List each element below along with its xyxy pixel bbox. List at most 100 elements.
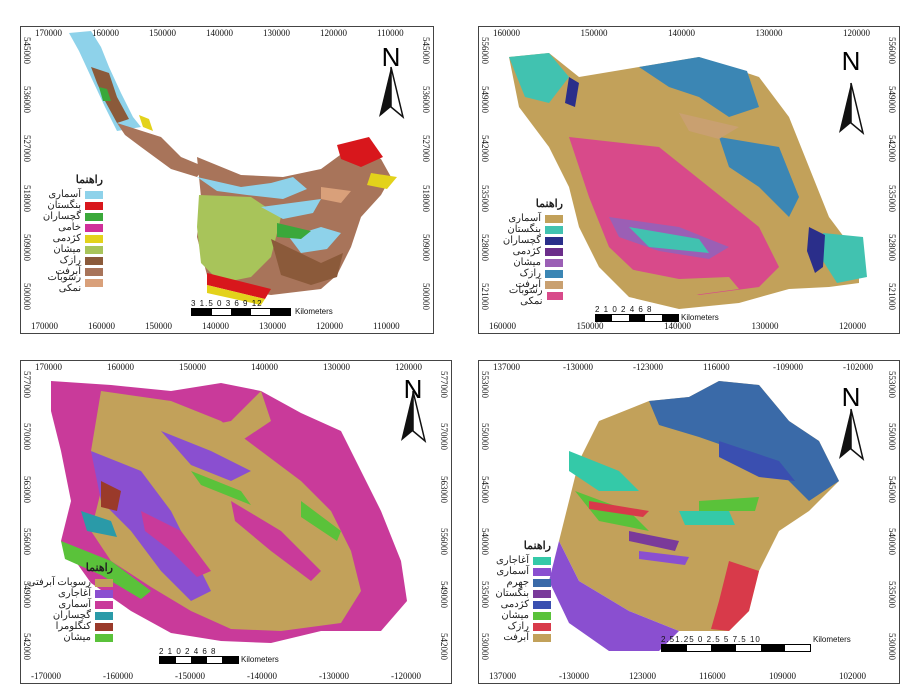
coordinate-label: 521000: [480, 283, 490, 310]
coordinate-label: -170000: [31, 671, 61, 681]
legend-title: راهنما: [523, 540, 551, 552]
legend-swatch: [85, 201, 103, 210]
legend-label: آبرفت: [55, 266, 81, 277]
legend-swatch: [545, 236, 563, 245]
north-arrow-icon: [839, 82, 865, 136]
legend-item: جهرم: [481, 577, 551, 588]
coordinate-label: 535000: [887, 184, 897, 212]
legend-item: میشان: [489, 257, 563, 268]
unit-razak: [91, 67, 129, 123]
north-label: N: [841, 46, 861, 76]
coordinate-label: 570000: [439, 423, 449, 451]
legend-title: راهنما: [75, 174, 103, 186]
coordinate-label: 137000: [489, 671, 516, 681]
coordinate-label: 160000: [88, 321, 115, 331]
coordinate-label: -130000: [563, 362, 593, 372]
legend-item: خامی: [23, 222, 103, 233]
legend-top-left: راهنما آسماری بنگستان گچساران خامی کژدمی میشا…: [23, 173, 103, 294]
unit-gachsaran: [81, 511, 117, 537]
coordinate-label: 150000: [145, 321, 172, 331]
coordinate-label: 110000: [373, 321, 400, 331]
legend-title: راهنما: [85, 562, 113, 574]
legend-swatch: [95, 589, 113, 598]
coordinate-label: 160000: [489, 321, 516, 331]
unit-razak-2: [271, 239, 343, 285]
legend-item: آغاجاری: [481, 555, 551, 566]
coordinate-label: 528000: [480, 233, 490, 261]
coordinate-label: 530000: [480, 633, 490, 660]
legend-swatch: [546, 291, 563, 300]
legend-item: رسوبات نمکی: [23, 272, 103, 294]
coordinate-label: 110000: [377, 28, 404, 38]
legend-swatch: [545, 214, 563, 223]
unit-bangestan: [509, 53, 569, 103]
coordinate-label: 528000: [887, 233, 897, 261]
legend-item: آسماری: [23, 189, 103, 200]
legend-item: رازک: [23, 255, 103, 266]
coordinate-label: 556000: [439, 528, 449, 556]
scale-bar-top-left: 3 1.5 0 3 6 9 12 Kilometers: [191, 299, 333, 316]
legend-item: آسماری: [489, 213, 563, 224]
unit-gachsaran-2: [277, 223, 311, 239]
legend-swatch: [85, 212, 103, 221]
legend-bottom-right: راهنما آغاجاری آسماری جهرم بنگستان کژدمی میشا…: [481, 539, 551, 643]
legend-swatch: [85, 234, 103, 243]
coordinate-label: 509000: [22, 233, 32, 261]
coordinate-label: 549000: [887, 86, 897, 114]
unit-mishan: [61, 541, 151, 599]
coordinate-label: 140000: [251, 362, 278, 372]
legend-label: آغاجاری: [496, 555, 529, 566]
map-top-right: [509, 53, 867, 309]
coordinate-label: -150000: [175, 671, 205, 681]
legend-label: کژدمی: [512, 246, 541, 257]
coordinate-label: 549000: [480, 86, 490, 114]
unit-aghajari-2: [161, 431, 251, 481]
legend-item: بنگستان: [23, 200, 103, 211]
north-label: N: [403, 374, 423, 404]
legend-swatch: [95, 622, 113, 631]
unit-bangestan: [629, 531, 679, 551]
coordinate-label: 509000: [421, 233, 431, 261]
coordinate-label: 518000: [22, 184, 32, 212]
unit-asmari-3: [261, 199, 321, 219]
legend-label: رسوبات نمکی: [47, 271, 82, 294]
coordinate-label: 556000: [480, 37, 490, 64]
unit-mishan-2: [191, 471, 251, 505]
legend-label: آبرفت: [503, 632, 529, 643]
unit-kazhdumi: [139, 115, 153, 131]
coordinate-label: 150000: [580, 28, 608, 38]
coordinate-label: 160000: [493, 28, 520, 38]
coordinate-label: 535000: [480, 184, 490, 212]
coordinate-label: 130000: [755, 28, 783, 38]
coordinate-label: 170000: [31, 321, 58, 331]
legend-item: آبرفت: [481, 632, 551, 643]
unit-bangestan: [337, 137, 383, 167]
legend-item: رازک: [489, 268, 563, 279]
coordinate-label: 550000: [480, 423, 490, 451]
scale-bar-bottom-left: 2 1 0 2 4 6 8 Kilometers: [159, 647, 279, 664]
map-panel-top-right: N راهنما آسماری بنگستان گچساران کژدمی میشان ر…: [478, 26, 900, 334]
coordinate-label: 109000: [769, 671, 796, 681]
coordinate-label: 540000: [480, 528, 490, 556]
legend-label: گچساران: [52, 610, 91, 621]
coordinate-label: 577000: [22, 371, 32, 398]
coordinate-label: 545000: [480, 475, 490, 503]
legend-item: بنگستان: [489, 224, 563, 235]
unit-conglomerate: [101, 481, 121, 511]
coordinate-label: 120000: [839, 321, 866, 331]
coordinate-label: 130000: [263, 28, 290, 38]
coordinate-label: 542000: [22, 633, 32, 660]
scale-bar-bottom-right: 2.51.25 0 2.5 5 7.5 10 Kilometers: [661, 635, 851, 652]
legend-item: آبرفت: [489, 279, 563, 290]
coordinate-label: 545000: [887, 475, 897, 503]
unit-gachsaran-2: [565, 77, 579, 107]
coordinate-label: 563000: [439, 475, 449, 503]
coordinate-label: 123000: [629, 671, 656, 681]
coordinate-label: 545000: [22, 37, 32, 64]
coordinate-label: 527000: [421, 135, 431, 163]
legend-label: کژدمی: [500, 599, 529, 610]
coordinate-label: 542000: [887, 135, 897, 163]
legend-label: بنگستان: [507, 224, 541, 235]
unit-salt: [321, 187, 351, 203]
unit-asmari-2: [639, 551, 689, 565]
